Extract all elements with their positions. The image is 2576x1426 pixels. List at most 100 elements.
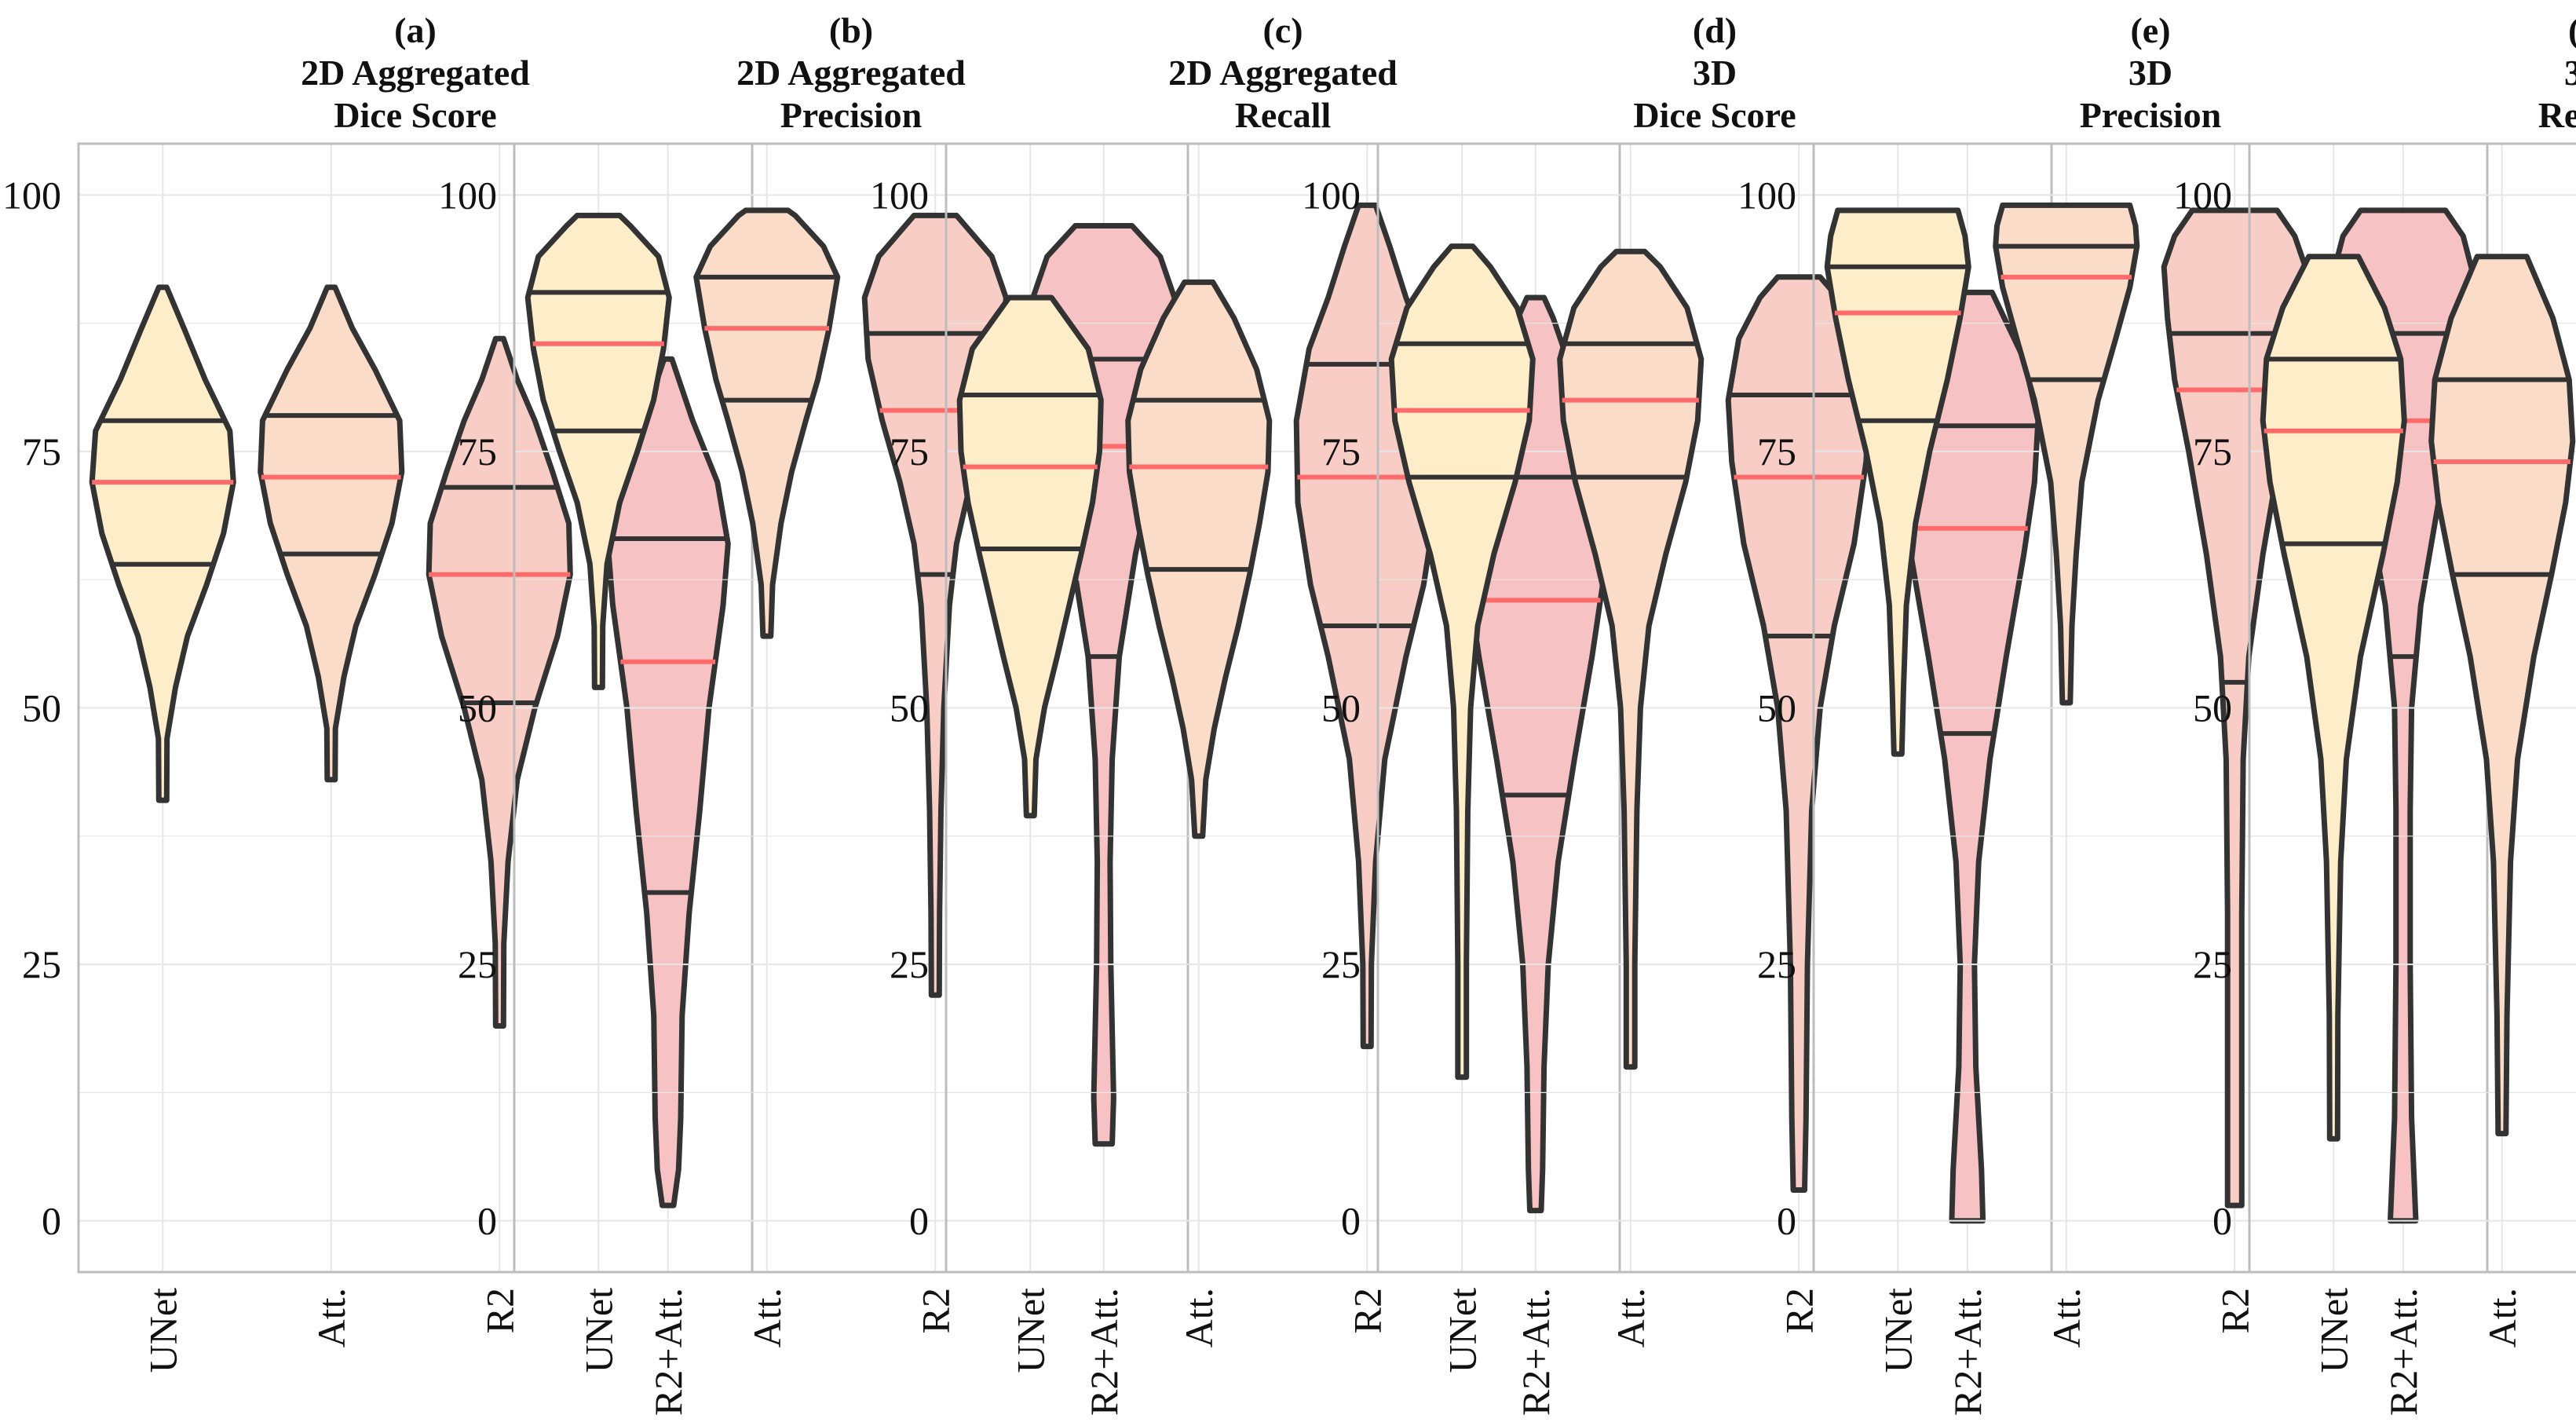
violin-UNet [2260,254,2407,1142]
violin-Att. [258,284,405,783]
violin-R2 [1725,274,1873,1193]
x-category-label: R2+Att. [646,1288,690,1416]
violin-UNet [1824,207,1971,757]
violin-Att. [1993,202,2140,706]
y-tick-label: 75 [458,430,497,474]
violin-body [1388,243,1536,1080]
x-category-label: Att. [2044,1288,2088,1347]
panel-title-line: Dice Score [1633,95,1796,135]
x-category-label: UNet [1440,1288,1484,1373]
y-tick-label: 50 [458,686,497,730]
x-category-label: R2+Att. [1082,1288,1126,1416]
x-category-label: Att. [745,1288,789,1347]
y-tick-label: 75 [890,430,929,474]
violin-body [1993,202,2140,706]
y-tick-label: 25 [458,942,497,986]
y-tick-label: 50 [1757,686,1796,730]
panel-title-line: Precision [2080,95,2222,135]
y-tick-label: 50 [890,686,929,730]
y-tick-label: 0 [42,1199,61,1243]
y-tick-label: 100 [2,173,61,217]
y-tick-label: 100 [438,173,497,217]
violin-body [426,335,573,1029]
x-category-label: R2 [477,1288,521,1333]
y-tick-label: 25 [2193,942,2232,986]
violin-body [1824,207,1971,757]
y-tick-label: 50 [2193,686,2232,730]
x-category-label: Att. [1609,1288,1653,1347]
panel-title-line: (c) [1262,10,1303,50]
panel-title-line: Recall [2538,95,2576,135]
panel-title-line: 2D Aggregated [736,53,966,93]
y-tick-label: 50 [1321,686,1361,730]
x-category-label: R2 [913,1288,957,1333]
y-tick-label: 100 [1737,173,1796,217]
y-tick-label: 75 [1321,430,1361,474]
x-category-label: R2+Att. [2381,1288,2425,1416]
y-tick-label: 100 [2173,173,2232,217]
panel-title-line: 3D [2564,53,2576,93]
x-category-label: R2 [1777,1288,1821,1333]
x-category-label: UNet [2311,1288,2355,1373]
y-tick-label: 0 [909,1199,929,1243]
y-tick-label: 75 [22,430,61,474]
panel-title-line: (b) [829,10,873,50]
panel-title-line: 2D Aggregated [1168,53,1398,93]
x-category-label: Att. [2480,1288,2524,1347]
y-tick-label: 0 [477,1199,497,1243]
violin-Att. [1557,248,1705,1070]
y-tick-label: 25 [890,942,929,986]
violin-body [2260,254,2407,1142]
x-category-label: UNet [576,1288,620,1373]
x-category-label: Att. [309,1288,353,1347]
panel-title-line: (a) [394,10,437,50]
panel-title-line: Recall [1235,95,1332,135]
panel-title-line: (e) [2130,10,2170,50]
plot-frame [2248,142,2576,1274]
panel-title-line: 3D [2128,53,2172,93]
violin-UNet [524,212,672,690]
x-category-label: UNet [141,1288,185,1373]
panel-title-line: (d) [1693,10,1737,50]
y-tick-label: 100 [1302,173,1361,217]
y-tick-label: 75 [2193,430,2232,474]
violin-body [1125,279,1273,839]
y-tick-label: 25 [1757,942,1796,986]
y-tick-label: 25 [1321,942,1361,986]
x-category-label: UNet [1008,1288,1052,1373]
panel-title-line: Dice Score [334,95,496,135]
y-tick-label: 100 [870,173,929,217]
violin-body [1725,274,1873,1193]
violin-body [89,284,236,803]
x-category-label: Att. [1177,1288,1221,1347]
violin-Att. [2428,254,2576,1137]
violin-body [258,284,405,783]
panel-title-line: Precision [780,95,923,135]
y-tick-label: 0 [2212,1199,2232,1243]
y-tick-label: 0 [1341,1199,1361,1243]
violin-body [693,207,841,639]
y-tick-label: 75 [1757,430,1796,474]
y-tick-label: 50 [22,686,61,730]
violin-UNet [1388,243,1536,1080]
violin-body [2428,254,2576,1137]
violin-body [524,212,672,690]
panel-title-line: (f) [2568,10,2576,50]
x-category-label: R2 [1345,1288,1389,1333]
violin-UNet [89,284,236,803]
panel-title-line: 2D Aggregated [301,53,530,93]
y-tick-label: 0 [1777,1199,1796,1243]
panel-title-line: 3D [1693,53,1737,93]
violin-Att. [693,207,841,639]
violin-Att. [1125,279,1273,839]
violin-body [956,294,1104,819]
x-category-label: UNet [1876,1288,1920,1373]
y-tick-label: 25 [22,942,61,986]
violin-body [1557,248,1705,1070]
